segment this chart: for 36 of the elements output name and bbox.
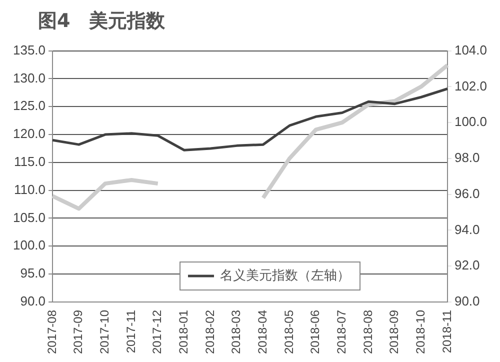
x-tick-label: 2018-08 xyxy=(360,310,375,354)
y2-tick-label: 96.0 xyxy=(454,186,480,201)
x-tick-label: 2018-02 xyxy=(202,310,217,354)
y2-tick-label: 104.0 xyxy=(454,42,488,58)
x-tick-label: 2018-10 xyxy=(413,310,428,354)
x-tick-label: 2017-10 xyxy=(98,310,112,354)
x-tick-label: 2017-11 xyxy=(124,310,138,354)
y2-tick-label: 102.0 xyxy=(454,78,488,94)
x-tick-label: 2018-03 xyxy=(229,310,244,354)
legend-label: 名义美元指数（左轴） xyxy=(220,267,350,284)
y2-tick-label: 94.0 xyxy=(454,222,480,237)
y-tick-label: 120.0 xyxy=(12,126,46,142)
y2-tick-label: 100.0 xyxy=(454,114,488,130)
x-tick-label: 2018-01 xyxy=(176,310,190,354)
y-tick-label: 95.0 xyxy=(20,266,46,281)
y-tick-label: 100.0 xyxy=(12,238,46,253)
x-tick-label: 2018-11 xyxy=(440,310,454,354)
x-tick-label: 2018-06 xyxy=(308,310,322,354)
x-tick-label: 2017-08 xyxy=(44,310,59,354)
y-tick-label: 90.0 xyxy=(20,294,46,309)
y-tick-label: 130.0 xyxy=(12,70,46,86)
x-tick-label: 2017-09 xyxy=(71,310,86,354)
y-tick-label: 115.0 xyxy=(14,154,46,170)
y-tick-label: 135.0 xyxy=(12,42,46,58)
y2-tick-label: 92.0 xyxy=(454,258,480,273)
y2-tick-label: 98.0 xyxy=(454,150,480,166)
y2-tick-label: 90.0 xyxy=(454,294,480,309)
chart-title: 图4 美元指数 xyxy=(38,9,166,34)
y-tick-label: 105.0 xyxy=(12,210,46,225)
x-tick-label: 2018-05 xyxy=(282,310,296,354)
y-tick-label: 110.0 xyxy=(14,182,46,197)
x-tick-label: 2018-07 xyxy=(334,310,348,354)
y-tick-label: 125.0 xyxy=(12,98,46,114)
x-tick-label: 2018-04 xyxy=(255,310,270,354)
x-tick-label: 2017-12 xyxy=(150,310,164,354)
x-tick-label: 2018-09 xyxy=(387,310,402,354)
